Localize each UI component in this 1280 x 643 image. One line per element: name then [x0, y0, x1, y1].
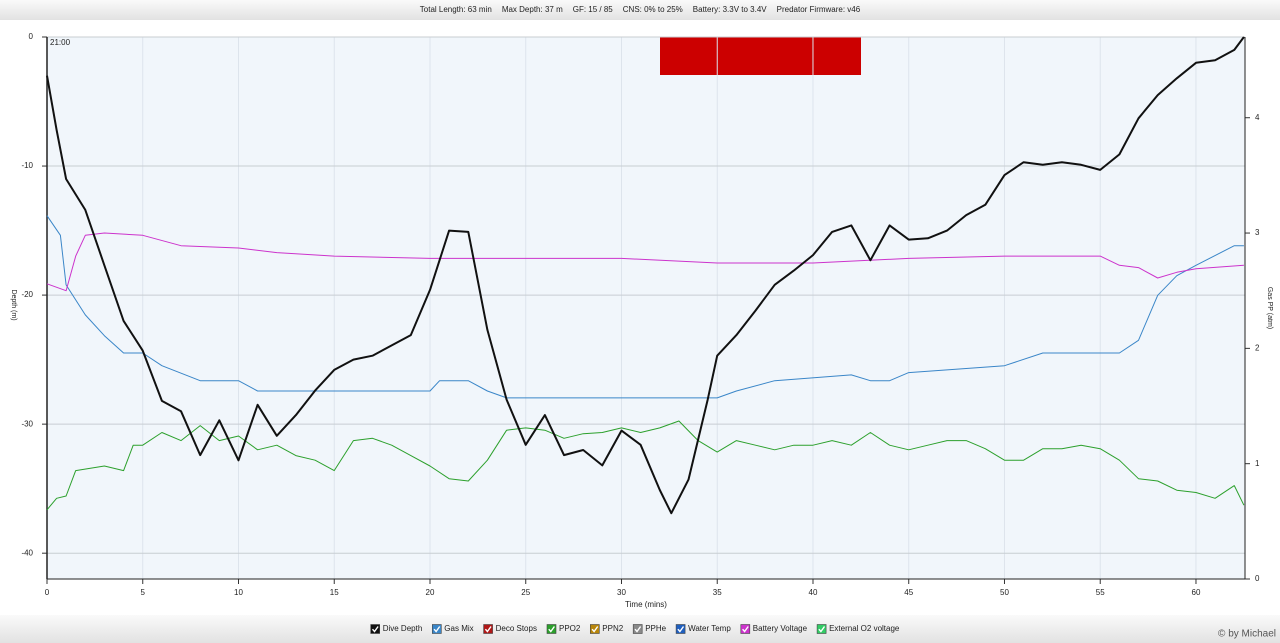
- legend-label: PPHe: [645, 624, 666, 633]
- checkmark: [433, 626, 441, 633]
- legend-checkbox[interactable]: [675, 624, 686, 634]
- y2-tick-label: 1: [1255, 459, 1260, 468]
- x-tick-label: 60: [1192, 588, 1201, 597]
- y2-tick-label: 0: [1255, 574, 1260, 583]
- legend-label: External O2 voltage: [829, 624, 900, 633]
- header-bar: [0, 0, 1280, 20]
- legend-item[interactable]: External O2 voltage: [816, 624, 900, 634]
- x-tick-label: 35: [713, 588, 722, 597]
- legend-item[interactable]: Water Temp: [675, 624, 731, 634]
- y-tick-label: -20: [21, 290, 33, 299]
- legend-label: Gas Mix: [444, 624, 473, 633]
- header-item: Total Length: 63 min: [420, 5, 492, 14]
- legend-checkbox[interactable]: [370, 624, 381, 634]
- y2-tick-label: 4: [1255, 113, 1260, 122]
- series-line: [46, 420, 1245, 511]
- legend-label: PPO2: [559, 624, 581, 633]
- x-tick-label: 25: [521, 588, 530, 597]
- legend-label: Dive Depth: [383, 624, 423, 633]
- legend-label: Battery Voltage: [753, 624, 808, 633]
- checkmark: [818, 626, 826, 633]
- series-line: [46, 232, 1244, 292]
- y-axis-label: Depth (m): [10, 289, 17, 320]
- y2-tick-label: 2: [1255, 343, 1260, 352]
- legend-label: PPN2: [602, 624, 623, 633]
- legend-label: Water Temp: [688, 624, 731, 633]
- legend-item[interactable]: Dive Depth: [370, 624, 423, 634]
- y2-tick-label: 3: [1255, 228, 1260, 237]
- header-item: CNS: 0% to 25%: [623, 5, 683, 14]
- x-tick-label: 20: [426, 588, 435, 597]
- checkmark: [634, 626, 642, 633]
- legend-checkbox[interactable]: [589, 624, 600, 634]
- y-tick-label: -10: [21, 161, 33, 170]
- x-tick-label: 15: [330, 588, 339, 597]
- legend-item[interactable]: Battery Voltage: [740, 624, 808, 634]
- y-tick-label: 0: [29, 32, 34, 41]
- header-item: Battery: 3.3V to 3.4V: [693, 5, 767, 14]
- checkmark: [548, 626, 555, 633]
- credit: © by Michael: [1218, 629, 1276, 640]
- header: Total Length: 63 min Max Depth: 37 m GF: 1…: [420, 5, 861, 14]
- x-tick-label: 30: [617, 588, 626, 597]
- y-tick-label: -40: [21, 548, 33, 557]
- y-tick-label: -30: [21, 419, 33, 428]
- x-tick-label: 50: [1000, 588, 1009, 597]
- x-tick-label: 45: [904, 588, 913, 597]
- series-line: [46, 215, 1244, 399]
- checkmark: [591, 626, 599, 633]
- x-tick-label: 55: [1096, 588, 1105, 597]
- legend-item[interactable]: PPN2: [589, 624, 624, 634]
- highlight-block: [660, 37, 861, 75]
- header-item: Predator Firmware: v46: [777, 5, 861, 14]
- x-tick-label: 5: [141, 588, 146, 597]
- checkmark: [742, 626, 749, 633]
- series-line: [46, 36, 1245, 515]
- checkmark: [371, 626, 379, 633]
- legend-item[interactable]: PPO2: [546, 624, 581, 634]
- legend-label: Deco Stops: [496, 624, 537, 633]
- header-item: Max Depth: 37 m: [502, 5, 563, 14]
- x-tick-label: 0: [45, 588, 50, 597]
- legend-item[interactable]: Deco Stops: [483, 624, 537, 634]
- legend-checkbox[interactable]: [431, 624, 442, 634]
- legend-checkbox[interactable]: [740, 624, 751, 634]
- x-tick-label: 10: [234, 588, 243, 597]
- x-axis-label: Time (mins): [625, 600, 667, 609]
- checkmark: [484, 626, 492, 633]
- legend-checkbox[interactable]: [483, 624, 493, 634]
- legend-item[interactable]: Gas Mix: [431, 624, 474, 634]
- legend-item[interactable]: PPHe: [632, 624, 667, 634]
- plot-area: [47, 37, 1245, 579]
- y2-axis-label: Gas PP (atm): [1266, 287, 1273, 329]
- legend-checkbox[interactable]: [816, 624, 827, 634]
- header-item: GF: 15 / 85: [573, 5, 614, 14]
- checkmark: [677, 626, 685, 633]
- x-tick-label: 40: [809, 588, 818, 597]
- legend-checkbox[interactable]: [632, 624, 643, 634]
- start-time: 21:00: [50, 38, 71, 47]
- legend-checkbox[interactable]: [546, 624, 557, 634]
